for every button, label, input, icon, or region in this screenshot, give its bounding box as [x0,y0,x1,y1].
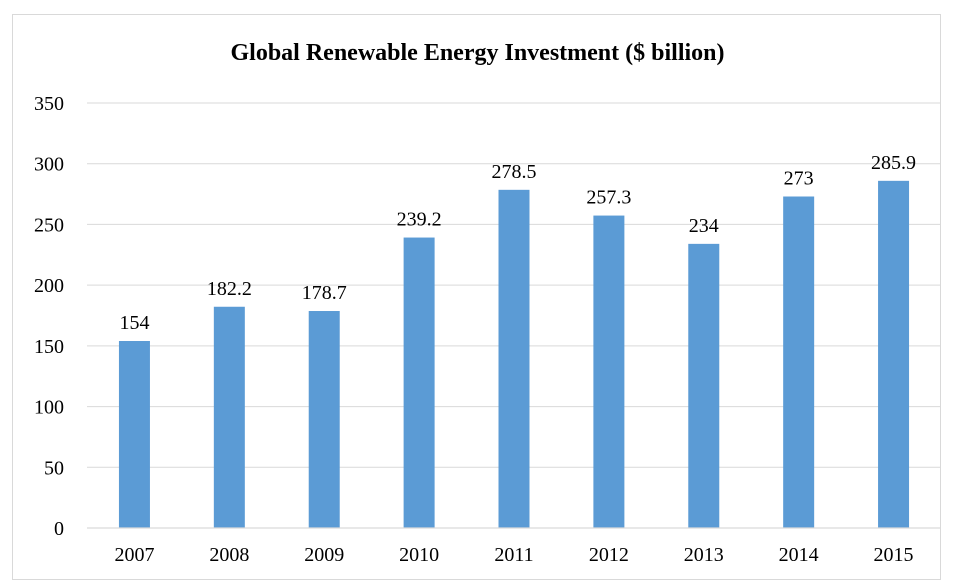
data-label-2008: 182.2 [207,278,252,300]
bar-2007 [118,341,150,528]
bar-2012 [593,215,625,529]
data-label-2011: 278.5 [492,161,537,183]
data-label-2007: 154 [119,312,149,334]
data-label-2012: 257.3 [586,187,631,209]
data-label-2015: 285.9 [871,152,916,174]
chart-title: Global Renewable Energy Investment ($ bi… [230,40,725,66]
y-tick-label: 0 [54,518,64,540]
bar-2015 [878,180,910,529]
x-axis: 2007 2008 2009 2010 2011 2012 2013 2014 2015 [87,527,941,566]
x-tick-label: 2011 [494,544,533,566]
x-tick-label: 2012 [589,544,629,566]
x-tick-label: 2008 [209,544,249,566]
y-tick-label: 250 [34,214,64,236]
data-label-2014: 273 [784,168,814,190]
data-label-2009: 178.7 [302,282,347,304]
data-label-2010: 239.2 [397,209,442,231]
x-tick-label: 2014 [779,544,819,566]
bar-series [118,180,910,529]
x-tick-label: 2015 [874,544,914,566]
x-tick-label: 2013 [684,544,724,566]
x-tick-label: 2007 [114,544,154,566]
y-tick-label: 300 [34,154,64,176]
bar-2011 [498,189,530,529]
y-tick-label: 50 [44,457,64,479]
y-tick-label: 150 [34,336,64,358]
data-label-2013: 234 [689,215,719,237]
data-labels: 154 182.2 178.7 239.2 278.5 257.3 234 273 285.9 [119,152,916,334]
y-tick-label: 200 [34,275,64,297]
y-tick-label: 100 [34,397,64,419]
x-tick-label: 2009 [304,544,344,566]
bar-2008 [213,306,245,528]
y-axis: 0 50 100 150 200 250 300 350 [34,93,64,540]
bar-2014 [783,196,815,528]
bar-2013 [688,243,720,528]
y-tick-label: 350 [34,93,64,115]
bar-2009 [308,311,340,528]
bar-2010 [403,237,435,529]
x-tick-label: 2010 [399,544,439,566]
